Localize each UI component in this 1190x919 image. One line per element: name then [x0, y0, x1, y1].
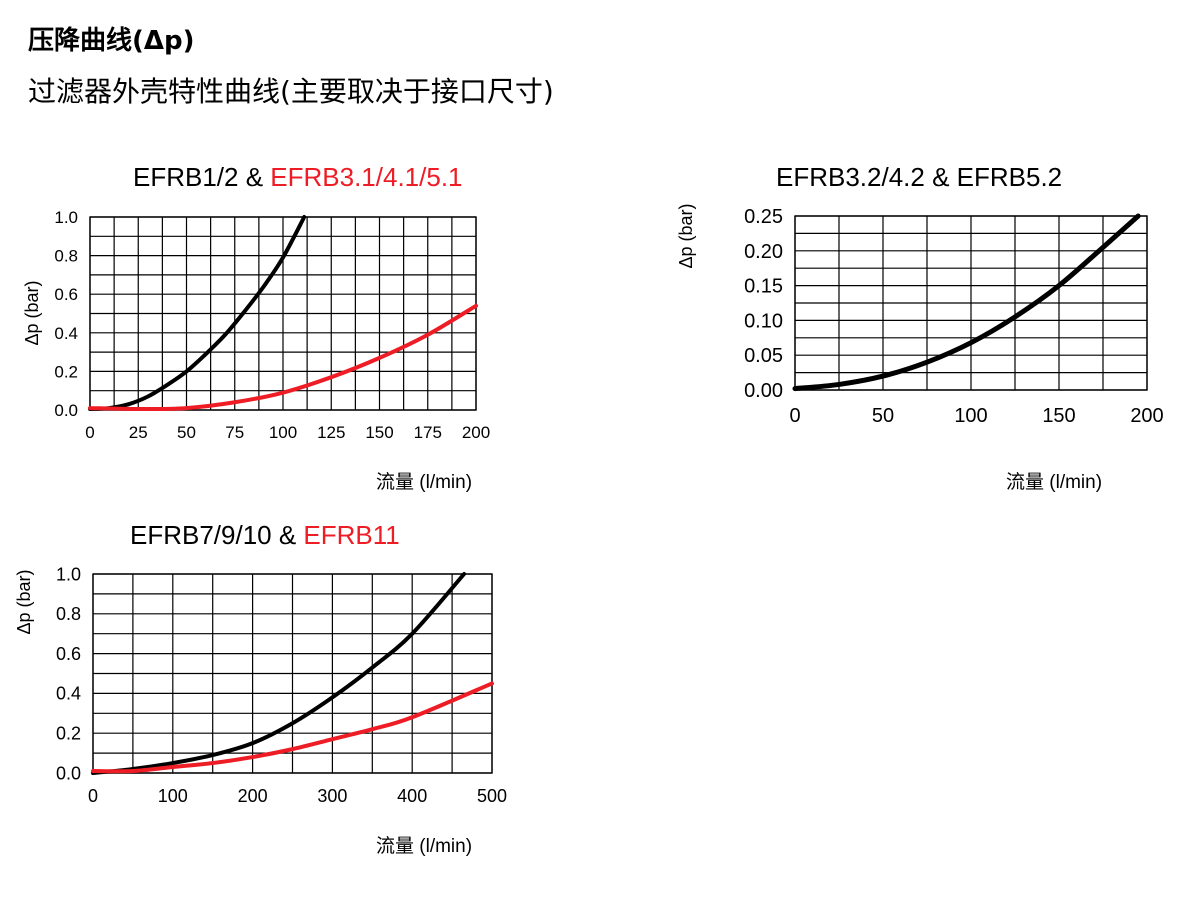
- x-tick-label: 100: [954, 405, 987, 427]
- x-tick-label: 200: [238, 786, 268, 806]
- x-tick-label: 200: [462, 423, 490, 442]
- y-tick-label: 0.6: [54, 285, 78, 304]
- page-subtitle: 过滤器外壳特性曲线(主要取决于接口尺寸): [28, 75, 554, 108]
- x-tick-label: 200: [1130, 405, 1163, 427]
- x-tick-label: 0: [789, 405, 800, 427]
- plot-frame: [92, 573, 493, 774]
- y-tick-label: 0.25: [744, 206, 783, 228]
- chart-title-part-red: EFRB3.1/4.1/5.1: [270, 162, 463, 192]
- plot-frame: [794, 215, 1148, 391]
- chart-title-part: EFRB7/9/10 &: [130, 520, 304, 550]
- chart-title-part: EFRB3.2/4.2 & EFRB5.2: [776, 162, 1063, 192]
- x-tick-label: 100: [158, 786, 188, 806]
- y-tick-label: 0.2: [54, 362, 78, 381]
- y-tick-label: 0.05: [744, 345, 783, 367]
- chart-title-part-red: EFRB11: [303, 520, 400, 550]
- series-line-black: [91, 572, 467, 775]
- y-axis-label: Δp (bar): [676, 203, 696, 268]
- y-axis-label: Δp (bar): [22, 280, 42, 345]
- y-tick-label: 0.10: [744, 310, 783, 332]
- y-tick-label: 0.15: [744, 276, 783, 298]
- y-tick-label: 1.0: [54, 208, 78, 227]
- plot-frame: [89, 216, 477, 411]
- y-axis-label: Δp (bar): [14, 569, 34, 634]
- chart-title-part: EFRB1/2 &: [133, 162, 271, 192]
- y-tick-label: 0.4: [56, 684, 81, 704]
- x-tick-label: 50: [872, 405, 894, 427]
- y-tick-label: 0.6: [56, 644, 81, 664]
- series-line-red: [88, 303, 478, 412]
- chart-c2: 0 50 100 150 200 0.00 0.05 0.10 0.15 0.20 0.25 Δp (…: [676, 203, 1164, 493]
- y-tick-label: 0.4: [54, 324, 78, 343]
- chart-title-efrb3: EFRB3.2/4.2 & EFRB5.2: [776, 162, 1062, 193]
- x-tick-label: 100: [269, 423, 297, 442]
- x-tick-label: 75: [225, 423, 244, 442]
- y-tick-label: 0.00: [744, 380, 783, 402]
- chart-c3: 0 100 200 300 400 500 0.0 0.2 0.4 0.6 0.8 1.0 Δp (ba…: [14, 564, 507, 857]
- y-tick-label: 0.8: [56, 604, 81, 624]
- x-tick-label: 125: [317, 423, 345, 442]
- y-tick-label: 0.2: [56, 724, 81, 744]
- series-line-red: [91, 681, 494, 774]
- x-tick-label: 400: [397, 786, 427, 806]
- y-tick-label: 0.20: [744, 241, 783, 263]
- x-tick-label: 0: [85, 423, 94, 442]
- series-line-black: [792, 213, 1141, 392]
- x-tick-label: 150: [365, 423, 393, 442]
- x-tick-label: 50: [177, 423, 196, 442]
- chart-title-efrb7: EFRB7/9/10 & EFRB11: [130, 520, 400, 551]
- x-tick-label: 500: [477, 786, 507, 806]
- series-line-black: [88, 215, 307, 412]
- x-axis-label: 流量 (l/min): [376, 835, 472, 857]
- x-axis-label: 流量 (l/min): [376, 471, 472, 493]
- chart-c1: 0 25 50 75 100 125 150 175 200 0.0 0.2 0.4 0.6 0.8 1.0…: [22, 208, 490, 493]
- y-tick-label: 0.8: [54, 247, 78, 266]
- x-axis-label: 流量 (l/min): [1006, 471, 1102, 493]
- y-tick-label: 1.0: [56, 564, 81, 584]
- x-tick-label: 300: [317, 786, 347, 806]
- y-tick-label: 0.0: [56, 763, 81, 783]
- x-tick-label: 25: [129, 423, 148, 442]
- page-title: 压降曲线(Δp): [28, 26, 195, 56]
- y-tick-label: 0.0: [54, 401, 78, 420]
- x-tick-label: 0: [88, 786, 98, 806]
- x-tick-label: 150: [1042, 405, 1075, 427]
- x-tick-label: 175: [414, 423, 442, 442]
- chart-title-efrb1: EFRB1/2 & EFRB3.1/4.1/5.1: [133, 162, 463, 193]
